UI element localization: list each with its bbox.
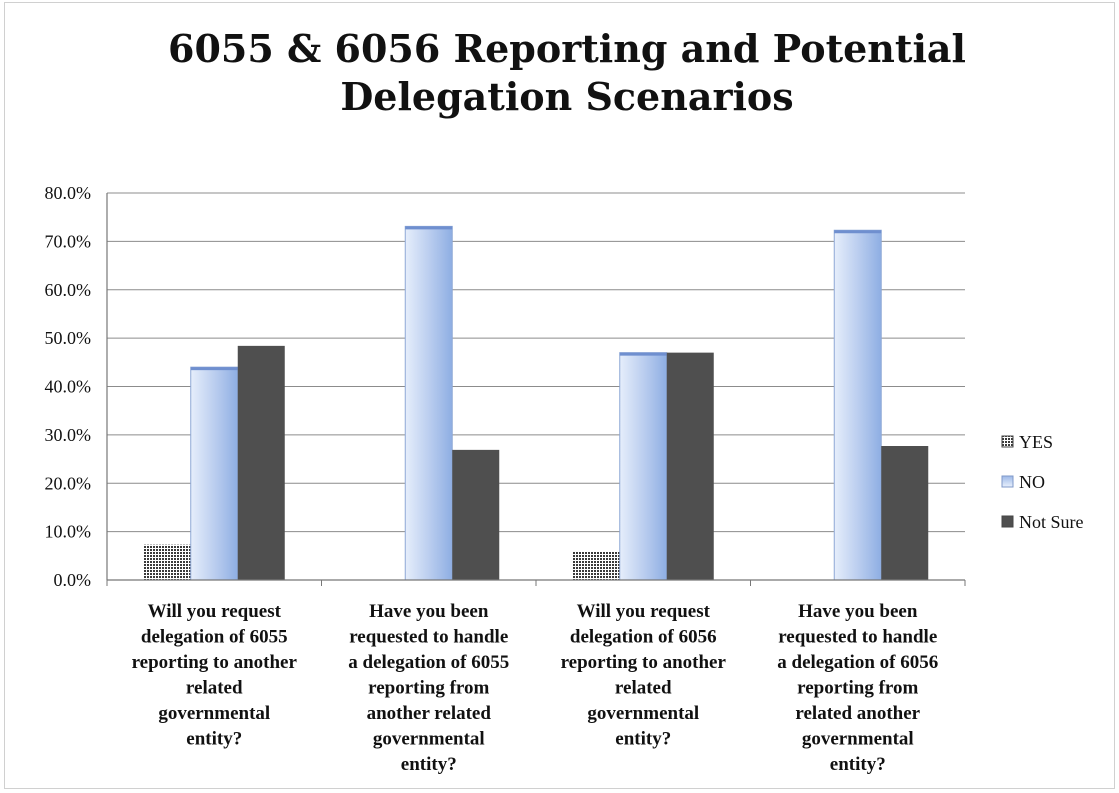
x-category-label: Have you been requested to handle a delega… <box>348 601 509 775</box>
x-category-label-line: Will you request <box>577 601 711 622</box>
bar-not-sure <box>666 352 714 580</box>
x-category-label-line: delegation of 6055 <box>141 627 288 648</box>
legend: YES NO Not Sure <box>1001 432 1084 532</box>
x-category-label-line: entity? <box>186 729 242 750</box>
y-tick-label: 50.0% <box>45 328 92 348</box>
y-tick-label: 20.0% <box>45 473 92 493</box>
y-tick-label: 10.0% <box>45 522 92 542</box>
chart-title-line-2: Delegation Scenarios <box>340 74 793 119</box>
bar-yes <box>572 551 620 580</box>
x-category-label-line: a delegation of 6055 <box>348 652 509 673</box>
legend-swatch-yes <box>1001 435 1014 448</box>
bar-no-top-edge <box>405 226 453 230</box>
x-category-label-line: requested to handle <box>349 627 508 648</box>
bar-no <box>619 352 668 581</box>
y-tick-label: 70.0% <box>45 231 92 251</box>
x-category-label: Will you request delegation of 6055 report… <box>132 601 298 750</box>
y-axis-ticks: 0.0% 10.0% 20.0% 30.0% 40.0% 50.0% 60.0% 70.0% 8… <box>45 183 92 590</box>
x-category-label-line: requested to handle <box>778 627 937 648</box>
bar-yes <box>143 544 191 580</box>
legend-label: Not Sure <box>1019 512 1084 532</box>
x-category-label-line: entity? <box>830 754 886 775</box>
x-axis-labels: Will you request delegation of 6055 report… <box>132 601 939 775</box>
bar-not-sure <box>237 345 285 580</box>
bar-no-top-edge <box>834 230 882 234</box>
legend-label: YES <box>1019 432 1053 452</box>
bar-no-top-edge <box>619 352 667 356</box>
x-category-label-line: reporting to another <box>561 652 727 673</box>
x-category-label-line: delegation of 6056 <box>570 627 717 648</box>
x-category-label-line: related <box>186 678 243 699</box>
bar-not-sure <box>452 449 500 580</box>
x-category-label-line: reporting from <box>797 678 918 699</box>
x-category-label-line: related another <box>795 703 920 724</box>
x-category-label-line: governmental <box>802 729 914 750</box>
y-tick-label: 40.0% <box>45 377 92 397</box>
legend-swatch-no <box>1001 475 1014 488</box>
bar-no-top-edge <box>190 367 238 371</box>
x-category-label-line: Have you been <box>798 601 918 622</box>
x-category-label-line: reporting to another <box>132 652 298 673</box>
legend-swatch-not-sure <box>1001 515 1014 528</box>
bar-no <box>404 225 453 581</box>
chart-frame <box>4 2 1115 789</box>
x-category-label-line: governmental <box>587 703 699 724</box>
axes <box>106 193 966 586</box>
y-tick-label: 60.0% <box>45 280 92 300</box>
x-category-label-line: a delegation of 6056 <box>777 652 938 673</box>
bar-no <box>833 229 882 581</box>
x-category-label-line: entity? <box>401 754 457 775</box>
x-category-label: Have you been requested to handle a delega… <box>777 601 938 775</box>
x-category-label-line: reporting from <box>368 678 489 699</box>
x-category-label-line: governmental <box>373 729 485 750</box>
x-category-label-line: entity? <box>615 729 671 750</box>
bar-no <box>190 366 239 581</box>
y-tick-label: 0.0% <box>54 570 92 590</box>
x-category-label-line: Have you been <box>369 601 489 622</box>
y-tick-label: 80.0% <box>45 183 92 203</box>
y-tick-label: 30.0% <box>45 425 92 445</box>
x-category-label-line: Will you request <box>148 601 282 622</box>
bar-not-sure <box>881 446 929 580</box>
legend-label: NO <box>1019 472 1045 492</box>
x-category-label-line: governmental <box>158 703 270 724</box>
chart-title-line-1: 6055 & 6056 Reporting and Potential <box>168 26 966 71</box>
x-category-label-line: another related <box>367 703 492 724</box>
x-category-label-line: related <box>615 678 672 699</box>
bars <box>143 225 929 581</box>
x-category-label: Will you request delegation of 6056 report… <box>561 601 727 750</box>
